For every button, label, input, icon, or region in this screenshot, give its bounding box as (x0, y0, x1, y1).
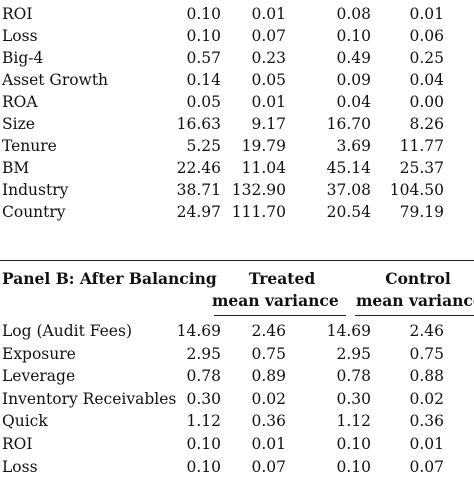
panel-b-top-rule (0, 260, 474, 261)
row-label: Big-4 (2, 49, 44, 67)
treated-mean-cell: 0.57 (186, 49, 221, 67)
treated-mean-cell: 0.78 (186, 367, 221, 386)
row-label: Leverage (2, 367, 76, 386)
control-subheader: mean variance (356, 290, 474, 312)
treated-variance-cell: 0.07 (251, 27, 286, 45)
treated-mean-cell: 24.97 (176, 203, 221, 221)
treated-group-header: Treated (212, 268, 352, 290)
treated-mean-cell: 0.10 (186, 457, 221, 476)
control-variance-cell: 25.37 (399, 159, 444, 177)
control-mean-cell: 0.04 (336, 93, 371, 111)
control-variance-cell: 0.07 (409, 457, 444, 476)
row-label: ROA (2, 93, 38, 111)
row-label: Country (2, 203, 66, 221)
treated-mean-cell: 0.14 (186, 71, 221, 89)
treated-variance-cell: 0.01 (251, 93, 286, 111)
control-mean-cell: 14.69 (326, 322, 371, 340)
treated-mean-cell: 0.30 (186, 389, 221, 408)
treated-mean-cell: 14.69 (176, 322, 221, 340)
treated-mean-cell: 0.10 (186, 5, 221, 23)
treated-mean-cell: 5.25 (186, 137, 221, 155)
control-variance-cell: 0.01 (409, 5, 444, 23)
row-label: Tenure (2, 137, 57, 155)
control-mean-variance-label: mean variance (356, 291, 474, 310)
treated-variance-cell: 0.01 (251, 5, 286, 23)
treated-variance-cell: 9.17 (251, 115, 286, 133)
control-variance-cell: 0.25 (409, 49, 444, 67)
treated-variance-cell: 2.46 (251, 322, 286, 340)
treated-variance-cell: 0.75 (251, 344, 286, 363)
treated-variance-cell: 0.23 (251, 49, 286, 67)
row-label: ROI (2, 435, 33, 453)
control-mean-cell: 0.78 (336, 367, 371, 386)
treated-variance-cell: 0.05 (251, 71, 286, 89)
treated-variance-cell: 11.04 (241, 159, 286, 177)
treated-mean-cell: 22.46 (176, 159, 221, 177)
control-mean-cell: 3.69 (336, 137, 371, 155)
treated-subheader: mean variance (212, 290, 366, 312)
control-mean-cell: 37.08 (326, 181, 371, 199)
control-variance-cell: 0.75 (409, 344, 444, 363)
treated-variance-cell: 111.70 (231, 203, 286, 221)
row-label: Size (2, 115, 35, 133)
treated-mean-variance-label: mean variance (212, 291, 339, 310)
treated-variance-cell: 0.36 (251, 412, 286, 431)
treated-mean-cell: 1.12 (186, 412, 221, 431)
treated-mean-cell: 0.10 (186, 435, 221, 453)
treated-header-rule (214, 315, 346, 316)
control-variance-cell: 0.88 (409, 367, 444, 386)
row-label: Loss (2, 457, 38, 476)
row-label: Inventory Receivables (2, 389, 177, 408)
treated-mean-cell: 2.95 (186, 344, 221, 363)
control-mean-cell: 0.08 (336, 5, 371, 23)
control-variance-cell: 0.02 (409, 389, 444, 408)
control-mean-cell: 45.14 (326, 159, 371, 177)
treated-variance-cell: 0.89 (251, 367, 286, 386)
row-label: Loss (2, 27, 38, 45)
control-mean-cell: 0.09 (336, 71, 371, 89)
control-variance-cell: 0.04 (409, 71, 444, 89)
control-group-header: Control (362, 268, 474, 290)
control-label: Control (385, 269, 451, 288)
row-label: Industry (2, 181, 69, 199)
control-variance-cell: 0.06 (409, 27, 444, 45)
control-mean-cell: 20.54 (326, 203, 371, 221)
row-label: Asset Growth (2, 71, 109, 89)
control-mean-cell: 0.10 (336, 435, 371, 453)
control-header-rule (355, 315, 474, 316)
control-mean-cell: 0.30 (336, 389, 371, 408)
control-variance-cell: 79.19 (399, 203, 444, 221)
control-variance-cell: 2.46 (409, 322, 444, 340)
control-variance-cell: 8.26 (409, 115, 444, 133)
treated-mean-cell: 0.10 (186, 27, 221, 45)
treated-variance-cell: 0.02 (251, 389, 286, 408)
row-label: Quick (2, 412, 48, 431)
control-variance-cell: 0.36 (409, 412, 444, 431)
treated-mean-cell: 38.71 (176, 181, 221, 199)
treated-mean-cell: 16.63 (176, 115, 221, 133)
row-label: ROI (2, 5, 33, 23)
row-label: Exposure (2, 344, 76, 363)
control-variance-cell: 11.77 (399, 137, 444, 155)
treated-label: Treated (248, 269, 316, 288)
control-mean-cell: 1.12 (336, 412, 371, 431)
treated-variance-cell: 0.07 (251, 457, 286, 476)
control-variance-cell: 0.00 (409, 93, 444, 111)
treated-variance-cell: 0.01 (251, 435, 286, 453)
control-mean-cell: 2.95 (336, 344, 371, 363)
treated-variance-cell: 132.90 (231, 181, 286, 199)
row-label: Log (Audit Fees) (2, 322, 132, 340)
control-mean-cell: 0.49 (336, 49, 371, 67)
control-mean-cell: 0.10 (336, 27, 371, 45)
control-variance-cell: 104.50 (389, 181, 444, 199)
control-mean-cell: 16.70 (326, 115, 371, 133)
row-label: BM (2, 159, 30, 177)
control-variance-cell: 0.01 (409, 435, 444, 453)
treated-mean-cell: 0.05 (186, 93, 221, 111)
control-mean-cell: 0.10 (336, 457, 371, 476)
treated-variance-cell: 19.79 (241, 137, 286, 155)
panel-b-title: Panel B: After Balancing (2, 269, 217, 288)
